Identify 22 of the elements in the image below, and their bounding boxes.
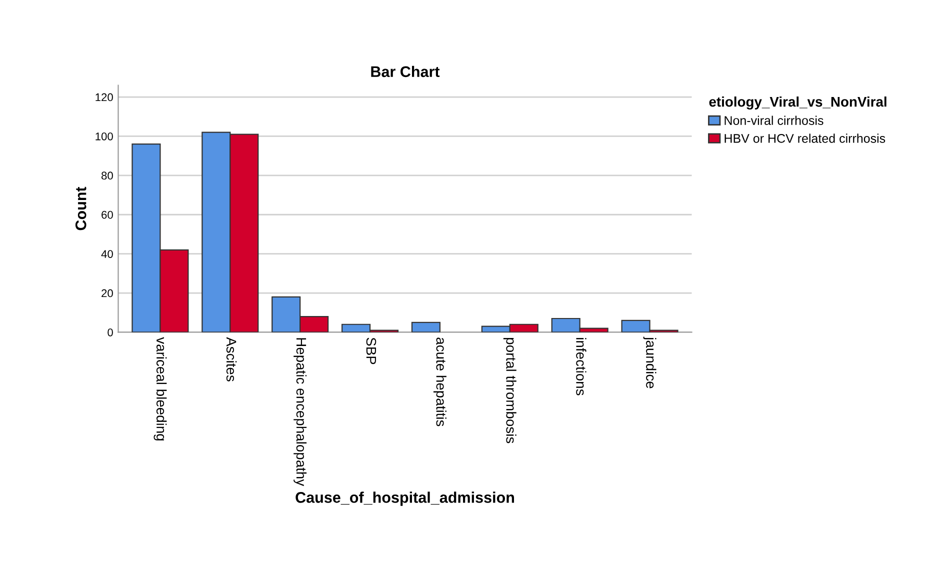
x-tick-label: acute hepatitis: [433, 338, 446, 426]
bar: [411, 322, 441, 332]
y-tick-label: 120: [96, 93, 113, 102]
x-tick-label: variceal bleeding: [154, 337, 167, 440]
y-tick-label: 80: [102, 172, 113, 180]
x-tick-label: Ascites: [226, 337, 237, 382]
x-tick-label: SBP: [366, 338, 376, 364]
x-axis-title: Cause_of_hospital_admission: [296, 492, 514, 506]
legend-label: HBV or HCV related cirrhosis: [724, 134, 886, 143]
legend-label: Non-viral cirrhosis: [724, 116, 824, 125]
x-tick-label: Hepatic encephalopathy: [294, 338, 307, 486]
y-tick-label: 100: [96, 132, 113, 140]
y-tick-label: 0: [108, 328, 113, 336]
chart-title: Bar Chart: [371, 66, 440, 78]
x-tick-label: infections: [576, 338, 586, 396]
y-tick-label: 60: [102, 210, 113, 219]
y-axis-title: Count: [75, 186, 86, 230]
x-tick-label: jaundice: [643, 336, 656, 388]
y-tick-label: 40: [101, 250, 113, 258]
x-tick-label: portal thrombosis: [503, 338, 516, 444]
y-tick-label: 20: [102, 289, 113, 298]
legend-title: etiology_Viral_vs_NonViral: [709, 96, 886, 110]
